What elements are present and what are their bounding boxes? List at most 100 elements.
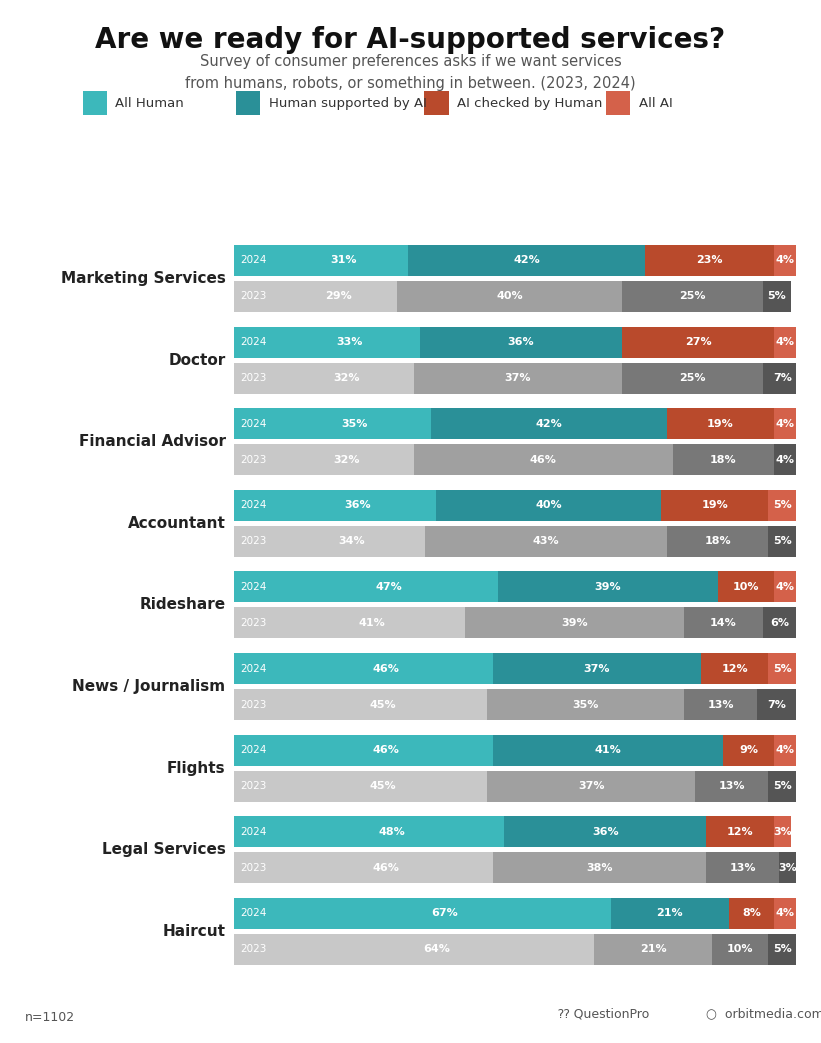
Bar [493, 852, 706, 883]
Bar [684, 607, 763, 638]
Bar [234, 933, 594, 965]
Text: All Human: All Human [115, 97, 184, 110]
Text: 46%: 46% [373, 863, 399, 873]
Bar [234, 734, 493, 766]
Text: Legal Services: Legal Services [102, 843, 226, 857]
Text: 3%: 3% [778, 863, 797, 873]
Text: 2023: 2023 [241, 781, 267, 792]
Bar [594, 933, 712, 965]
Text: 2024: 2024 [241, 501, 267, 510]
Text: 35%: 35% [572, 700, 599, 709]
Bar [706, 852, 779, 883]
Bar [662, 490, 768, 520]
Bar [498, 572, 718, 603]
Bar [763, 607, 796, 638]
Text: 7%: 7% [773, 373, 791, 383]
Text: 37%: 37% [584, 663, 610, 674]
Text: 67%: 67% [432, 908, 458, 919]
Bar [729, 898, 774, 929]
Bar [504, 817, 706, 847]
Bar [768, 653, 796, 684]
Text: Marketing Services: Marketing Services [61, 271, 226, 286]
Text: 5%: 5% [768, 291, 786, 301]
Text: 19%: 19% [707, 418, 734, 429]
Bar [234, 490, 437, 520]
Text: 2024: 2024 [241, 827, 267, 836]
Text: 21%: 21% [657, 908, 683, 919]
Bar [408, 245, 644, 276]
Text: 43%: 43% [533, 536, 559, 547]
Text: 40%: 40% [496, 291, 523, 301]
Bar [493, 653, 701, 684]
Text: 42%: 42% [535, 418, 562, 429]
Text: 37%: 37% [578, 781, 604, 792]
Text: 2023: 2023 [241, 944, 267, 954]
Text: 33%: 33% [336, 337, 362, 347]
Text: 5%: 5% [773, 944, 791, 954]
Text: 5%: 5% [773, 536, 791, 547]
Text: 2024: 2024 [241, 663, 267, 674]
Bar [667, 408, 774, 439]
Bar [234, 653, 493, 684]
Text: Are we ready for AI-supported services?: Are we ready for AI-supported services? [95, 26, 726, 54]
Bar [774, 245, 796, 276]
Text: 45%: 45% [369, 781, 397, 792]
Text: 34%: 34% [339, 536, 365, 547]
Bar [768, 771, 796, 802]
Text: ○  orbitmedia.com: ○ orbitmedia.com [706, 1008, 821, 1020]
Text: ⁇ QuestionPro: ⁇ QuestionPro [558, 1008, 649, 1020]
Text: Accountant: Accountant [128, 516, 226, 531]
Bar [234, 607, 465, 638]
Bar [774, 444, 796, 476]
Text: 21%: 21% [640, 944, 667, 954]
Bar [706, 817, 774, 847]
Text: 2023: 2023 [241, 700, 267, 709]
Bar [718, 572, 774, 603]
Bar [768, 526, 796, 557]
Text: 4%: 4% [776, 337, 795, 347]
Text: 4%: 4% [776, 256, 795, 266]
Text: 2023: 2023 [241, 536, 267, 547]
Text: 2024: 2024 [241, 337, 267, 347]
Text: 40%: 40% [535, 501, 562, 510]
Text: 4%: 4% [776, 908, 795, 919]
Text: 47%: 47% [375, 582, 402, 592]
Text: 36%: 36% [507, 337, 534, 347]
Text: 4%: 4% [776, 582, 795, 592]
Text: 5%: 5% [773, 781, 791, 792]
Text: 36%: 36% [592, 827, 618, 836]
Bar [236, 91, 260, 116]
Text: 5%: 5% [773, 501, 791, 510]
Text: 2024: 2024 [241, 746, 267, 755]
Text: 3%: 3% [773, 827, 791, 836]
Text: 10%: 10% [732, 582, 759, 592]
Text: 9%: 9% [739, 746, 758, 755]
Text: 37%: 37% [505, 373, 531, 383]
Bar [234, 326, 420, 358]
Bar [234, 363, 414, 393]
Text: 14%: 14% [710, 617, 736, 628]
Text: 18%: 18% [710, 455, 736, 464]
Text: Flights: Flights [167, 760, 226, 776]
Bar [611, 898, 729, 929]
Bar [672, 444, 774, 476]
Bar [774, 898, 796, 929]
Text: 48%: 48% [378, 827, 405, 836]
Text: 13%: 13% [707, 700, 734, 709]
Text: 46%: 46% [373, 663, 399, 674]
Text: 31%: 31% [330, 256, 357, 266]
Text: 2023: 2023 [241, 617, 267, 628]
Text: All AI: All AI [639, 97, 672, 110]
Text: 27%: 27% [685, 337, 711, 347]
Text: AI checked by Human: AI checked by Human [457, 97, 603, 110]
Text: 4%: 4% [776, 455, 795, 464]
Bar [684, 689, 757, 720]
Text: 12%: 12% [721, 663, 748, 674]
Bar [425, 526, 667, 557]
Text: Haircut: Haircut [163, 924, 226, 939]
Bar [622, 281, 763, 312]
Text: 36%: 36% [344, 501, 371, 510]
Bar [606, 91, 631, 116]
Bar [234, 444, 414, 476]
Bar [234, 245, 408, 276]
